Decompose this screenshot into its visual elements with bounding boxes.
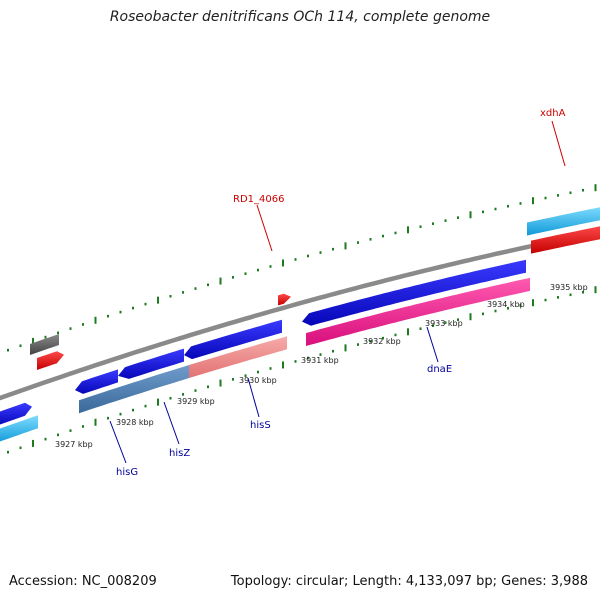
gene-leader-line (426, 326, 439, 363)
feature-track (0, 206, 600, 443)
gene-leader-line (247, 377, 260, 418)
pseudo-feature[interactable] (30, 334, 59, 355)
scale-label: 3932 kbp (363, 337, 401, 346)
scale-label: 3935 kbp (550, 283, 588, 292)
gene-leader-line (109, 420, 127, 464)
topology-summary: Topology: circular; Length: 4,133,097 bp… (230, 574, 588, 589)
cds-feature[interactable] (302, 259, 526, 326)
cds-feature[interactable] (75, 369, 118, 394)
scale-ticks-bottom (7, 286, 597, 454)
rna-feature[interactable] (0, 415, 38, 443)
dnae-feature[interactable] (306, 277, 530, 347)
cds-feature[interactable] (0, 402, 32, 427)
scale-label: 3931 kbp (301, 356, 339, 365)
genome-backbone (0, 229, 600, 401)
gene-label[interactable]: hisG (116, 467, 138, 478)
xdha-cyan-feature[interactable] (527, 206, 600, 236)
accession-text: Accession: NC_008209 (9, 574, 157, 589)
rd1-4066-feature[interactable] (278, 293, 291, 306)
gene-leader-line (551, 120, 566, 167)
gene-leader-line (256, 204, 273, 252)
gene-label[interactable]: RD1_4066 (233, 194, 284, 205)
red-feature[interactable] (37, 351, 64, 371)
gene-leader-line (163, 401, 180, 445)
scale-label: 3929 kbp (177, 397, 215, 406)
scale-label: 3928 kbp (116, 418, 154, 427)
feature-labels: 3927 kbp 3928 kbp 3929 kbp 3930 kbp 3931 kbp… (55, 108, 588, 478)
scale-label: 3933 kbp (425, 319, 463, 328)
gene-label[interactable]: dnaE (427, 364, 452, 375)
scale-ticks-top (7, 184, 597, 352)
cds-feature[interactable] (184, 319, 282, 360)
scale-label: 3930 kbp (239, 376, 277, 385)
cds-feature[interactable] (118, 348, 184, 379)
operon-feature[interactable] (189, 336, 287, 379)
gene-label[interactable]: xdhA (540, 108, 566, 119)
operon-feature[interactable] (79, 365, 189, 414)
scale-label: 3934 kbp (487, 300, 525, 309)
xdha-red-feature[interactable] (531, 225, 600, 254)
gene-label[interactable]: hisZ (169, 448, 190, 459)
gene-label[interactable]: hisS (250, 420, 271, 431)
scale-label: 3927 kbp (55, 440, 93, 449)
genome-title: Roseobacter denitrificans OCh 114, compl… (109, 9, 491, 25)
